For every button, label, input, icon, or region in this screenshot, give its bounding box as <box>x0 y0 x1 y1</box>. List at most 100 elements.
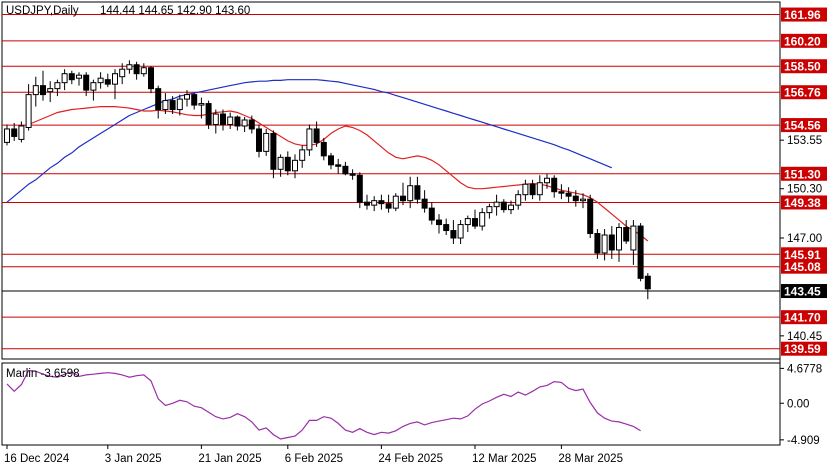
moving-averages <box>6 79 649 242</box>
candle-bear <box>169 100 176 111</box>
oscillator: 4.6778 0.00 -4.909 <box>6 363 822 447</box>
candle-bull <box>299 149 306 161</box>
current-price-tag <box>781 284 827 299</box>
candle-bear <box>328 155 334 166</box>
candle-bull <box>18 125 25 140</box>
main-plot-frame <box>1 1 781 360</box>
candle-bear <box>11 128 18 137</box>
time-axis-labels: 16 Dec 2024 3 Jan 2025 21 Jan 2025 6 Feb 20… <box>4 445 623 465</box>
candle-bull <box>457 224 464 239</box>
level-tag <box>781 247 827 262</box>
time-tick-label: 12 Mar 2025 <box>472 453 537 465</box>
level-tag-label: 160.20 <box>784 34 821 48</box>
candle-bull <box>54 82 61 90</box>
candle-bull <box>140 67 147 75</box>
candle-bear <box>270 132 277 170</box>
price-axis-ticks: 153.55 150.30 147.00 140.45 <box>780 135 822 343</box>
ma-long-line <box>6 79 613 203</box>
level-tag <box>781 195 827 210</box>
candle-bull <box>479 212 486 227</box>
candle-bull <box>47 88 54 93</box>
candle-bear <box>148 67 154 90</box>
candle-bear <box>83 74 90 91</box>
level-tag <box>781 310 827 325</box>
oscillator-line <box>6 369 641 440</box>
candle-bear <box>205 103 212 125</box>
level-tag-label: 139.59 <box>784 342 821 356</box>
candle-bull <box>227 116 234 125</box>
level-tag-label: 151.30 <box>784 167 821 181</box>
candle-bear <box>572 195 579 202</box>
level-tag <box>781 85 827 100</box>
level-tag-label: 141.70 <box>784 311 821 325</box>
candle-bull <box>464 218 471 226</box>
candle-bear <box>40 85 46 96</box>
oscillator-tick-label: 0.00 <box>787 398 809 410</box>
level-tag-label: 145.08 <box>784 260 821 274</box>
candle-bull <box>536 182 543 196</box>
candle-bull <box>32 85 39 96</box>
candle-bull <box>580 198 586 202</box>
price-tick-label: 140.45 <box>787 331 822 343</box>
candle-bear <box>220 113 226 125</box>
candle-bull <box>616 227 622 251</box>
current-price-label: 143.45 <box>784 285 821 299</box>
candle-bull <box>306 128 313 151</box>
candle-bear <box>637 225 644 279</box>
candle-bear <box>450 230 457 239</box>
level-tag-label: 154.56 <box>784 119 821 133</box>
time-tick-label: 6 Feb 2025 <box>285 453 343 465</box>
candlesticks <box>4 60 651 300</box>
oscillator-tick-label: -4.909 <box>787 435 820 447</box>
candle-bull <box>212 113 219 125</box>
candle-bull <box>176 98 183 111</box>
level-tag-label: 161.96 <box>784 8 821 22</box>
candle-bull <box>4 128 10 143</box>
candle-bear <box>385 203 392 209</box>
candle-bull <box>493 201 500 208</box>
candle-bear <box>155 88 162 111</box>
candle-bull <box>544 177 550 184</box>
level-tag-label: 149.38 <box>784 196 821 210</box>
candle-bear <box>400 195 406 202</box>
level-tag <box>781 59 827 74</box>
level-tag <box>781 7 827 22</box>
candle-bull <box>90 82 97 91</box>
time-tick-label: 21 Jan 2025 <box>198 453 261 465</box>
candle-bear <box>342 165 349 175</box>
ma-short-line <box>28 105 649 242</box>
candle-bear <box>234 116 241 127</box>
candle-bull <box>162 100 169 111</box>
candle-bull <box>263 132 270 152</box>
candle-bear <box>349 173 356 176</box>
candle-bull <box>112 73 118 85</box>
candle-bear <box>644 275 651 290</box>
candle-bull <box>630 225 637 251</box>
candle-bear <box>313 128 320 143</box>
candle-bear <box>68 73 75 81</box>
oscillator-tick-label: 4.6778 <box>787 363 822 375</box>
candle-bull <box>407 185 414 202</box>
candle-bull <box>292 159 298 172</box>
candle-bull <box>97 77 104 84</box>
candle-bear <box>191 94 198 106</box>
candle-bull <box>184 94 190 100</box>
candle-bull <box>277 156 284 170</box>
time-tick-label: 16 Dec 2024 <box>4 453 70 465</box>
candle-bear <box>104 79 111 85</box>
level-tag-label: 158.50 <box>784 60 821 74</box>
indicator-label: Marlin -3.6598 <box>6 368 80 380</box>
chart-symbol-label: USDJPY,Daily <box>6 5 79 17</box>
candle-bear <box>414 185 421 200</box>
candle-bear <box>284 156 291 172</box>
candle-bear <box>594 233 601 254</box>
candle-bull <box>486 206 493 214</box>
candle-bear <box>356 174 363 203</box>
candle-bull <box>371 200 378 206</box>
level-tag-label: 145.91 <box>784 248 821 262</box>
candle-bear <box>421 198 428 209</box>
time-tick-label: 24 Feb 2025 <box>378 453 443 465</box>
candle-bull <box>241 119 248 127</box>
